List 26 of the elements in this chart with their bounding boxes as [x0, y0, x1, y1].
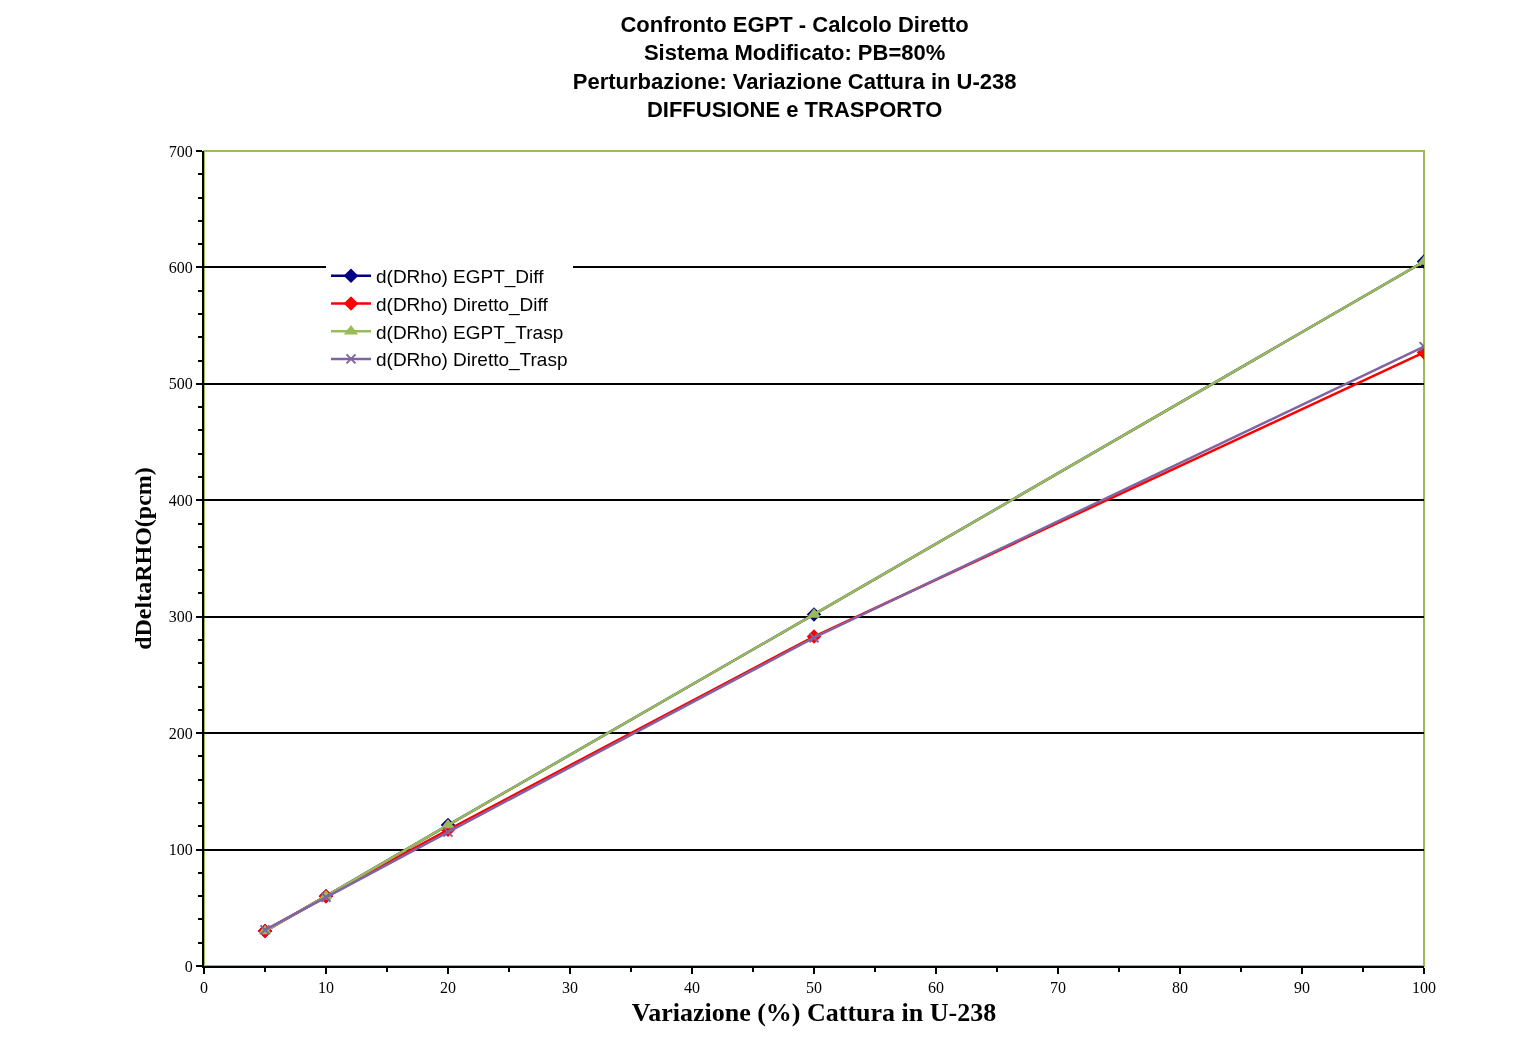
y-axis-title: dDeltaRHO(pcm) — [130, 467, 157, 650]
y-tick-label: 100 — [168, 841, 193, 859]
y-tick-label: 200 — [168, 724, 193, 742]
x-tick-label: 30 — [562, 979, 578, 997]
legend-label: d(DRho) EGPT_Trasp — [376, 321, 564, 344]
x-tick-label: 50 — [806, 979, 822, 997]
legend-label: d(DRho) Diretto_Diff — [376, 293, 549, 316]
x-axis-title: Variazione (%) Cattura in U-238 — [631, 998, 997, 1028]
y-tick-label: 400 — [168, 491, 193, 509]
x-tick-label: 40 — [684, 979, 700, 997]
y-tick-label: 500 — [168, 375, 193, 393]
x-tick-label: 80 — [1172, 979, 1188, 997]
x-tick-label: 100 — [1412, 979, 1436, 997]
y-tick-label: 0 — [184, 957, 193, 975]
chart-title: Confronto EGPT - Calcolo Diretto Sistema Modificato: PB=80% Perturbazione: Variazione Cattura in U-238 DIFFUSIONE e TRASPORTO — [572, 11, 1017, 123]
x-tick-label: 20 — [440, 979, 456, 997]
x-tick-label: 10 — [318, 979, 334, 997]
legend-label: d(DRho) Diretto_Trasp — [376, 349, 568, 372]
x-tick-label: 60 — [928, 979, 944, 997]
x-tick-label: 90 — [1294, 979, 1310, 997]
x-tick-label: 0 — [200, 979, 208, 997]
y-tick-label: 600 — [168, 259, 193, 277]
y-tick-label: 300 — [168, 608, 193, 626]
x-tick-label: 70 — [1050, 979, 1066, 997]
legend-label: d(DRho) EGPT_Diff — [376, 266, 545, 289]
y-tick-label: 700 — [168, 142, 193, 160]
